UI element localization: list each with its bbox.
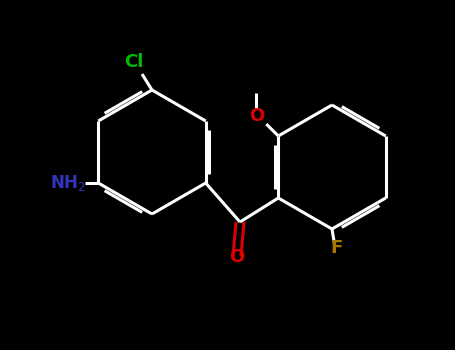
Text: O: O — [249, 107, 264, 125]
Text: Cl: Cl — [124, 53, 144, 71]
Text: NH$_2$: NH$_2$ — [50, 173, 85, 193]
Text: O: O — [229, 248, 245, 266]
Text: F: F — [331, 239, 343, 257]
